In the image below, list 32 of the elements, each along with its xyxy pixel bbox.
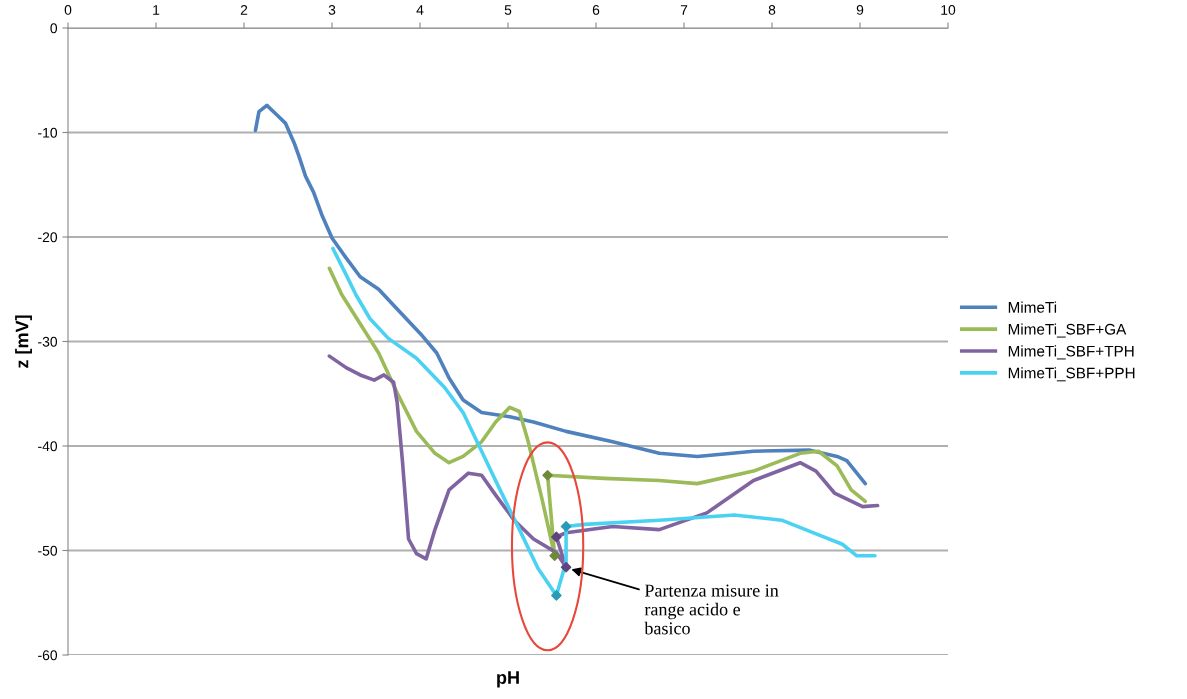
y-tick-label: 0 [50,23,58,34]
legend-label: MimeTi_SBF+GA [1008,323,1127,338]
x-tick-label: 10 [941,5,956,15]
annotation: Partenza misure in range acido e basico [644,584,779,635]
point [542,469,553,481]
y-tick-label: -60 [38,650,58,661]
point [549,550,560,562]
x-tick-label: 5 [504,5,512,15]
y-tick-label: -40 [38,441,58,452]
x-tick-label: 4 [416,5,424,15]
legend-label: MimeTi_SBF+TPH [1008,345,1134,360]
y-axis-title: z [mV] [15,315,32,368]
y-tick-label: -10 [38,127,58,138]
x-tick-label: 1 [153,5,160,15]
x-tick-label: 3 [328,5,336,15]
point [551,590,562,601]
y-tick-label: -30 [38,336,58,347]
point [560,561,572,573]
line-series [253,103,868,486]
point [560,521,572,532]
x-tick-label: 0 [64,5,72,15]
x-tick-label: 2 [240,5,248,15]
x-tick-label: 7 [680,5,688,15]
x-tick-label: 6 [592,5,600,15]
point [551,531,562,543]
x-tick-label: 8 [768,5,776,15]
x-axis-title: pH [497,671,519,688]
legend-label: MimeTi [1008,301,1057,313]
y-tick-label: -20 [38,232,58,243]
y-tick-label: -50 [38,545,58,556]
x-tick-label: 9 [856,5,864,15]
legend-label: MimeTi_SBF+PPH [1008,367,1135,382]
